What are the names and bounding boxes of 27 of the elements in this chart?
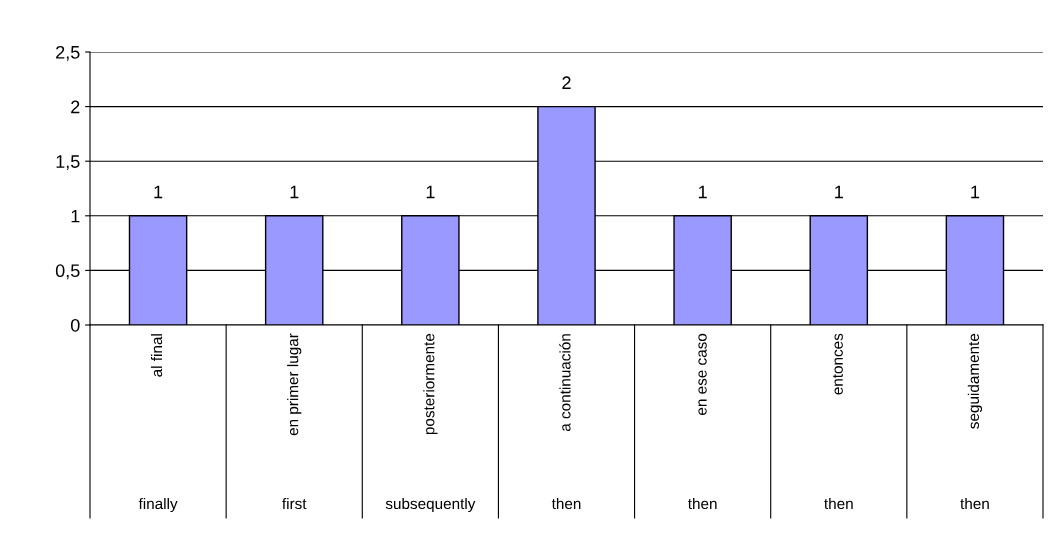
x-tick-label: al final [150,334,163,377]
data-label: 1 [971,185,980,199]
y-tick-label: 2,5 [56,45,80,61]
x-tick-label: en ese caso [698,333,707,415]
y-tick-label: 2 [71,100,80,114]
text: then [824,497,853,510]
data-label: 1 [154,185,163,199]
text: finally [138,497,178,513]
data-label: 1 [290,185,299,199]
y-tick-label: 1,5 [56,155,80,171]
data-label: 2 [562,76,571,89]
y-tick-label: 0,5 [55,264,80,280]
x-tick-label: entonces [832,333,843,395]
x-tick-label: en primer lugar [287,333,302,436]
y-tick-label: 1 [71,209,80,223]
text: first [282,497,307,510]
x-tick-label: a continuación [559,334,571,432]
data-label: 1 [699,185,707,199]
text: then [960,497,989,510]
y-tick-label: 0 [70,318,80,332]
x-tick-label: seguidamente [967,333,983,429]
text: then [551,497,581,510]
x-tick-label: posteriormente [423,333,438,435]
text: then [688,497,717,510]
data-label: 1 [835,185,843,199]
text: subsequently [385,497,476,513]
data-label: 1 [426,185,435,199]
